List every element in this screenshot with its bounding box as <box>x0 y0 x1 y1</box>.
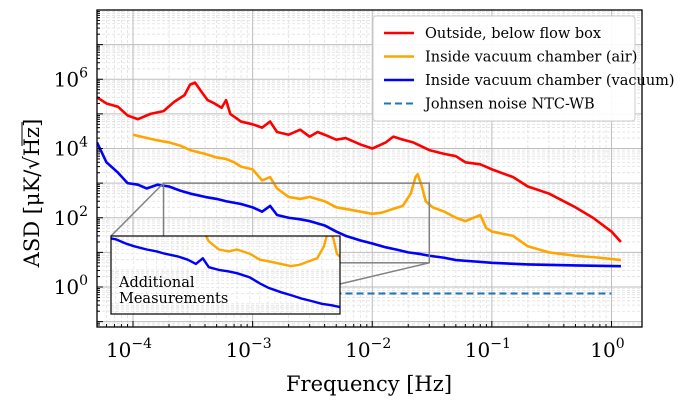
inset-series-layer <box>111 236 340 309</box>
x-tick-label: 10−3 <box>226 336 272 362</box>
x-tick-base: 10 <box>226 338 251 362</box>
zoom-connector-right <box>339 262 430 285</box>
legend: Outside, below flow box Inside vacuum cha… <box>372 15 675 122</box>
inset-frame <box>110 235 341 315</box>
inset-label-line-1: Additional <box>118 275 195 291</box>
legend-label-2: Inside vacuum chamber (air) <box>425 50 637 66</box>
y-tick-exponent: 0 <box>79 273 88 289</box>
x-tick-label: 10−2 <box>345 336 391 362</box>
series-line-2 <box>132 133 622 262</box>
y-axis-label: ASD [μK/√Hz] <box>20 119 44 269</box>
x-tick-label: 100 <box>590 336 624 362</box>
series-line-1 <box>97 81 622 243</box>
y-tick-label: 100 <box>54 273 88 299</box>
y-tick-exponent: 6 <box>79 65 88 81</box>
axis-ticks <box>96 9 612 328</box>
x-tick-label: 10−4 <box>106 336 152 362</box>
legend-label-3: Inside vacuum chamber (vacuum) <box>425 73 675 89</box>
inset-gridlines <box>111 236 340 314</box>
legend-label-4: Johnsen noise NTC-WB <box>423 97 595 113</box>
x-tick-label: 10−1 <box>465 336 511 362</box>
y-tick-base: 10 <box>54 67 79 91</box>
legend-label-1: Outside, below flow box <box>425 26 601 42</box>
inset-series-line-3 <box>111 237 340 309</box>
x-tick-exponent: −2 <box>371 336 392 352</box>
y-tick-label: 102 <box>54 204 88 230</box>
x-tick-base: 10 <box>106 338 131 362</box>
y-tick-label: 106 <box>54 65 88 91</box>
y-axis-label-suffix: ] <box>20 119 44 127</box>
y-axis-label-prefix: ASD [μK/ <box>20 169 44 269</box>
x-tick-exponent: −3 <box>251 336 272 352</box>
x-tick-exponent: 0 <box>616 336 625 352</box>
y-tick-exponent: 2 <box>79 204 88 220</box>
y-tick-base: 10 <box>54 137 79 161</box>
inset-plot: Additional Measurements <box>110 235 341 315</box>
y-tick-label: 104 <box>54 135 88 161</box>
x-tick-base: 10 <box>465 338 490 362</box>
x-tick-exponent: −1 <box>490 336 511 352</box>
x-axis-label: Frequency [Hz] <box>286 372 452 396</box>
inset-label-line-2: Measurements <box>119 291 228 307</box>
y-tick-exponent: 4 <box>79 135 88 151</box>
y-axis-label-text: ASD [μK/√Hz] <box>20 119 44 269</box>
y-tick-base: 10 <box>54 275 79 299</box>
series-line-3 <box>97 141 621 268</box>
inset-series-line-2 <box>204 236 340 268</box>
y-tick-base: 10 <box>54 206 79 230</box>
y-axis-label-unit: Hz <box>20 127 44 156</box>
zoom-connector-left <box>110 182 165 237</box>
x-tick-labels: 10−4 10−3 10−2 10−1 100 <box>106 336 625 362</box>
x-tick-exponent: −4 <box>131 336 152 352</box>
x-tick-base: 10 <box>590 338 615 362</box>
legend-box <box>372 15 636 122</box>
y-axis-label-root: √ <box>20 156 44 170</box>
plot-frame <box>96 9 643 328</box>
x-tick-base: 10 <box>345 338 370 362</box>
